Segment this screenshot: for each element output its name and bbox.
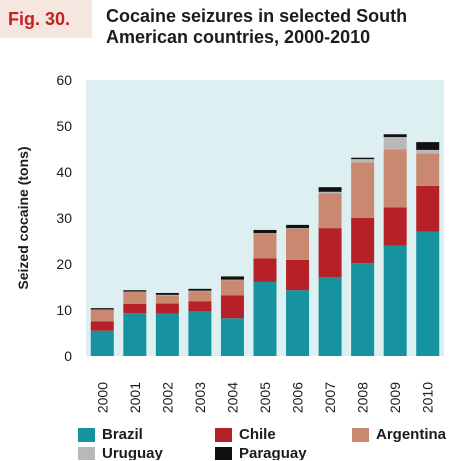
bar-segment-uruguay-2007	[318, 191, 342, 194]
bar-segment-argentina-2004	[220, 280, 244, 296]
bar-segment-chile-2001	[123, 304, 147, 314]
bar-segment-chile-2009	[383, 207, 407, 246]
bar-segment-argentina-2006	[286, 228, 310, 260]
x-tick-label: 2008	[355, 382, 371, 413]
bar-segment-argentina-2000	[90, 310, 114, 322]
figure-tag: Fig. 30.	[0, 0, 92, 38]
bar-segment-chile-2008	[351, 218, 375, 264]
x-tick-label: 2003	[192, 382, 208, 413]
bar-segment-uruguay-2008	[351, 159, 375, 163]
bar-segment-brazil-2006	[286, 290, 310, 356]
bar-segment-brazil-2002	[155, 313, 179, 356]
bar-segment-brazil-2007	[318, 277, 342, 356]
legend-label: Chile	[239, 426, 276, 443]
y-axis: 0 10 20 30 40 50 60	[56, 72, 72, 364]
legend-swatch	[215, 427, 232, 442]
x-axis: 2000 2001 2002 2003 2004 2005 2006 2007 2008 2009…	[94, 382, 435, 413]
bar-segment-paraguay-2007	[318, 187, 342, 192]
bar-segment-paraguay-2001	[123, 290, 147, 292]
bar-segment-brazil-2004	[220, 318, 244, 356]
bar-segment-argentina-2007	[318, 193, 342, 229]
bar-segment-paraguay-2002	[155, 292, 179, 295]
bar-segment-argentina-2005	[253, 233, 277, 259]
legend-item-uruguay: Uruguay	[78, 445, 163, 460]
x-tick-label: 2005	[257, 382, 273, 413]
bar-segment-brazil-2003	[188, 311, 212, 356]
legend-swatch	[352, 427, 369, 442]
bar-segment-argentina-2009	[383, 149, 407, 208]
y-axis-label: Seized cocaine (tons)	[15, 146, 31, 289]
bar-segment-argentina-2002	[155, 295, 179, 304]
bar-segment-brazil-2005	[253, 281, 277, 356]
bar-segment-paraguay-2008	[351, 157, 375, 160]
bar-segment-paraguay-2004	[220, 276, 244, 280]
legend-label: Uruguay	[102, 445, 163, 460]
bar-segment-chile-2004	[220, 295, 244, 319]
legend-label: Paraguay	[239, 445, 307, 460]
bar-segment-paraguay-2000	[90, 308, 114, 310]
y-tick-label: 0	[64, 348, 72, 364]
y-tick-label: 60	[56, 72, 72, 88]
bar-segment-brazil-2010	[416, 231, 440, 356]
y-tick-label: 20	[56, 256, 72, 272]
legend-label: Argentina	[376, 426, 447, 443]
y-tick-label: 30	[56, 210, 72, 226]
bar-segment-paraguay-2003	[188, 288, 212, 291]
x-tick-label: 2004	[224, 382, 240, 413]
bar-segment-brazil-2009	[383, 245, 407, 356]
bar-segment-argentina-2001	[123, 292, 147, 305]
x-tick-label: 2000	[94, 382, 110, 413]
bar-segment-chile-2010	[416, 185, 440, 232]
bar-segment-uruguay-2009	[383, 137, 407, 150]
bar-segment-paraguay-2009	[383, 134, 407, 138]
bar-segment-paraguay-2006	[286, 224, 310, 229]
bar-segment-chile-2002	[155, 303, 179, 314]
bar-segment-paraguay-2005	[253, 229, 277, 234]
x-tick-label: 2006	[290, 382, 306, 413]
bar-segment-chile-2007	[318, 228, 342, 278]
bar-segment-chile-2000	[90, 321, 114, 331]
y-tick-label: 50	[56, 118, 72, 134]
legend-swatch	[78, 427, 95, 442]
x-tick-label: 2010	[420, 382, 436, 413]
legend-item-paraguay: Paraguay	[215, 445, 307, 460]
bar-segment-brazil-2000	[90, 330, 114, 356]
bar-segment-chile-2006	[286, 259, 310, 291]
legend-swatch	[78, 446, 95, 460]
bar-segment-brazil-2001	[123, 313, 147, 356]
legend-item-brazil: Brazil	[78, 426, 143, 443]
chart-title: Cocaine seizures in selected South Ameri…	[106, 6, 408, 47]
bar-segment-argentina-2010	[416, 153, 440, 186]
x-tick-label: 2009	[387, 382, 403, 413]
bar-segment-chile-2003	[188, 301, 212, 312]
x-tick-label: 2007	[322, 382, 338, 413]
x-tick-label: 2001	[127, 382, 143, 413]
bar-segment-argentina-2008	[351, 162, 375, 218]
bar-segment-paraguay-2010	[416, 142, 440, 150]
legend-item-chile: Chile	[215, 426, 276, 443]
legend: Brazil Chile Argentina Uruguay Paraguay	[78, 426, 458, 460]
bar-segment-uruguay-2010	[416, 149, 440, 154]
bar-segment-argentina-2003	[188, 291, 212, 302]
legend-swatch	[215, 446, 232, 460]
bars	[90, 134, 440, 356]
bar-segment-chile-2005	[253, 258, 277, 282]
y-tick-label: 40	[56, 164, 72, 180]
bar-segment-brazil-2008	[351, 263, 375, 356]
legend-item-argentina: Argentina	[352, 426, 446, 443]
y-tick-label: 10	[56, 302, 72, 318]
legend-label: Brazil	[102, 426, 143, 443]
x-tick-label: 2002	[159, 382, 175, 413]
